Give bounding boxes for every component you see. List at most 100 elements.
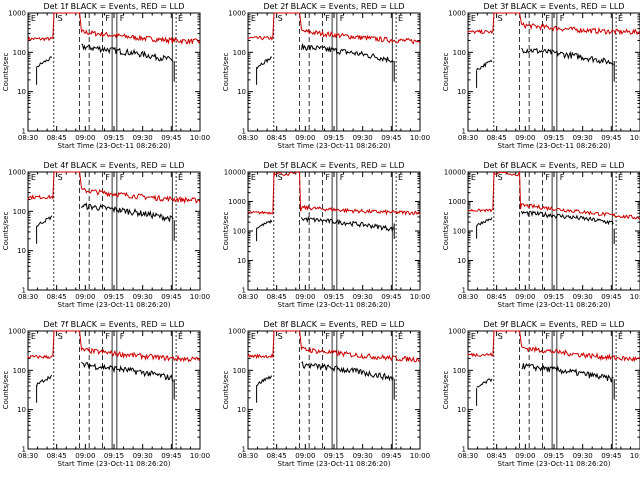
x-tick-label: 09:30 — [133, 452, 153, 460]
y-tick-label: 10 — [237, 406, 246, 414]
marker-letter: S — [58, 173, 63, 182]
y-tick-label: 1000 — [8, 10, 26, 18]
x-tick-label: 08:45 — [487, 293, 507, 301]
x-tick-label: 08:45 — [267, 134, 287, 142]
y-tick-label: 10 — [17, 247, 26, 255]
series-lld-line — [467, 12, 640, 36]
marker-letter: F — [120, 332, 125, 341]
series-events-line — [476, 59, 493, 71]
marker-letter: E — [31, 173, 36, 182]
marker-letter: S — [498, 332, 503, 341]
y-tick-label: 1 — [462, 287, 466, 295]
panel-title: Det 7f BLACK = Events, RED = LLD — [43, 320, 184, 329]
x-tick-label: 09:00 — [295, 293, 315, 301]
y-tick-label: 1000 — [228, 328, 246, 336]
x-tick-label: 08:30 — [18, 293, 38, 301]
marker-letter: E — [398, 14, 403, 23]
marker-letter: E — [251, 173, 256, 182]
y-tick-label: 10000 — [224, 169, 246, 177]
x-tick-label: 10:00 — [630, 293, 640, 301]
marker-letter: F — [120, 173, 125, 182]
y-tick-label: 10 — [457, 406, 466, 414]
series-events-line — [301, 43, 394, 64]
panel-title: Det 6f BLACK = Events, RED = LLD — [483, 161, 624, 170]
marker-letter: S — [278, 173, 283, 182]
y-tick-label: 100 — [13, 208, 26, 216]
y-tick-label: 1 — [22, 128, 26, 136]
series-lld-line — [27, 12, 201, 45]
series-events-line — [256, 219, 273, 229]
marker-letter: F — [325, 173, 330, 182]
x-tick-label: 09:00 — [295, 134, 315, 142]
x-tick-label: 10:00 — [190, 134, 210, 142]
x-tick-label: 09:45 — [601, 452, 621, 460]
x-tick-label: 08:30 — [458, 293, 478, 301]
marker-letter: S — [498, 173, 503, 182]
x-tick-label: 09:30 — [573, 452, 593, 460]
marker-letter: F — [105, 173, 110, 182]
marker-letter: E — [618, 332, 623, 341]
y-tick-label: 1000 — [8, 328, 26, 336]
series-events-line — [81, 43, 174, 62]
x-tick-label: 09:30 — [133, 134, 153, 142]
series-lld-line — [247, 330, 421, 363]
panel-det-6: Det 6f BLACK = Events, RED = LLD 1 10 100 10… — [442, 161, 640, 309]
series-events-line — [301, 216, 394, 233]
marker-letter: F — [560, 173, 565, 182]
x-tick-label: 09:15 — [544, 452, 564, 460]
series-lld-line — [467, 170, 640, 220]
y-tick-label: 1 — [462, 128, 466, 136]
x-tick-label: 09:45 — [161, 293, 181, 301]
x-tick-label: 08:45 — [47, 134, 67, 142]
panel-det-2: Det 2f BLACK = Events, RED = LLD 1 10 100 10… — [222, 2, 430, 150]
marker-letter: E — [398, 332, 403, 341]
x-tick-label: 09:00 — [515, 452, 535, 460]
series-events-line — [521, 210, 614, 226]
marker-letter: F — [545, 332, 550, 341]
x-tick-label: 10:00 — [630, 452, 640, 460]
x-tick-label: 08:45 — [267, 293, 287, 301]
marker-letter: S — [58, 332, 63, 341]
y-tick-label: 1 — [242, 446, 246, 454]
x-tick-label: 09:00 — [515, 293, 535, 301]
x-tick-label: 08:30 — [238, 134, 258, 142]
series-events-line — [36, 375, 53, 387]
series-lld-line — [467, 330, 640, 363]
marker-letter: E — [31, 332, 36, 341]
panel-title: Det 3f BLACK = Events, RED = LLD — [483, 2, 624, 11]
panel-det-7: Det 7f BLACK = Events, RED = LLD 1 10 100 10… — [2, 320, 210, 468]
series-lld-line — [27, 171, 201, 205]
x-tick-label: 09:00 — [515, 134, 535, 142]
marker-letter: S — [58, 14, 63, 23]
y-tick-label: 100 — [13, 49, 26, 57]
y-tick-label: 100 — [453, 49, 466, 57]
x-tick-label: 09:30 — [573, 134, 593, 142]
panel-title: Det 2f BLACK = Events, RED = LLD — [263, 2, 404, 11]
y-tick-label: 1000 — [228, 198, 246, 206]
marker-letter: F — [105, 332, 110, 341]
y-axis-label: Counts/sec — [442, 53, 450, 92]
y-tick-label: 1000 — [8, 169, 26, 177]
series-events-line — [81, 361, 174, 382]
panel-det-9: Det 9f BLACK = Events, RED = LLD 1 10 100 10… — [442, 320, 640, 468]
marker-letter: E — [471, 332, 476, 341]
marker-letter: E — [251, 332, 256, 341]
series-lld-line — [247, 171, 421, 216]
x-tick-label: 08:30 — [238, 452, 258, 460]
panel-title: Det 4f BLACK = Events, RED = LLD — [43, 161, 184, 170]
series-events-line — [301, 361, 394, 382]
panel-title: Det 8f BLACK = Events, RED = LLD — [263, 320, 404, 329]
x-tick-label: 09:00 — [75, 452, 95, 460]
x-axis-label: Start Time (23-Oct-11 08:26:20) — [498, 460, 611, 468]
marker-letter: S — [278, 14, 283, 23]
x-tick-label: 09:45 — [601, 134, 621, 142]
y-axis-label: Counts/sec — [2, 371, 10, 410]
panel-title: Det 9f BLACK = Events, RED = LLD — [483, 320, 624, 329]
x-tick-label: 09:15 — [324, 134, 344, 142]
y-tick-label: 1 — [242, 287, 246, 295]
y-tick-label: 1000 — [228, 10, 246, 18]
marker-letter: F — [545, 14, 550, 23]
y-tick-label: 10000 — [444, 169, 466, 177]
marker-letter: E — [178, 14, 183, 23]
